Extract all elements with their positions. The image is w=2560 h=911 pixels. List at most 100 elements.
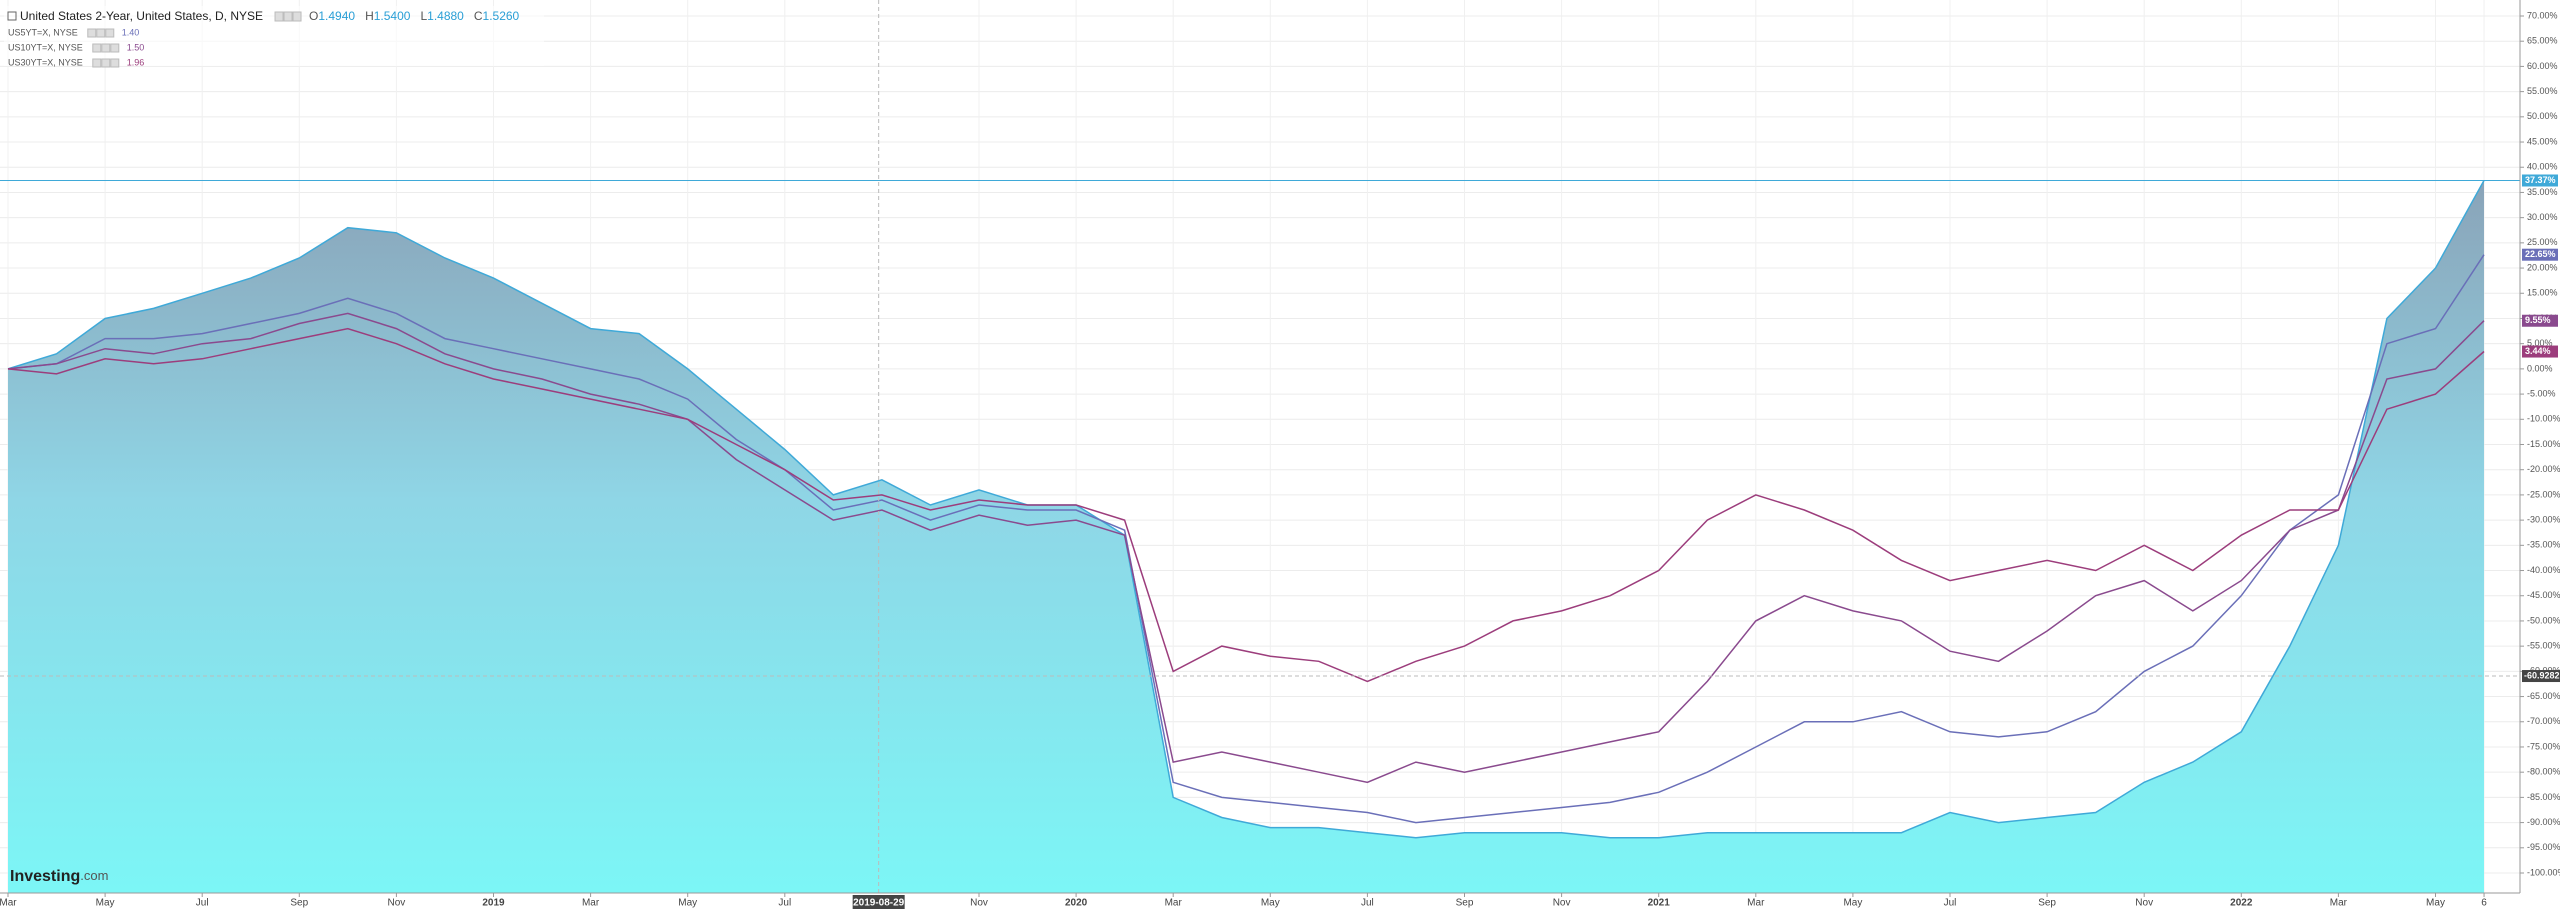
series-line — [7, 312, 2485, 784]
crosshair-y-label: -60.9282 — [2524, 670, 2560, 680]
ohlc-label: L — [420, 9, 427, 23]
logo-main: Investing — [10, 868, 80, 885]
y-tick-label: 55.00% — [2527, 86, 2558, 96]
y-tick-label: -70.00% — [2527, 716, 2560, 726]
y-tick-label: -25.00% — [2527, 489, 2560, 499]
x-tick-label: Sep — [1456, 898, 1474, 909]
ohlc-value: 1.4880 — [427, 9, 464, 23]
x-tick-label: May — [96, 898, 115, 909]
y-tick-label: -75.00% — [2527, 741, 2560, 751]
crosshair-x-box — [852, 895, 905, 909]
ohlc-text: C1.5260 — [474, 9, 520, 23]
x-tick-label: May — [1843, 898, 1862, 909]
y-tick-label: -15.00% — [2527, 439, 2560, 449]
y-tick-label: -50.00% — [2527, 615, 2560, 625]
x-tick-label: May — [678, 898, 697, 909]
legend-value: 1.50 — [127, 42, 145, 52]
end-label: 22.65% — [2525, 249, 2556, 259]
x-tick-label: 2022 — [2230, 898, 2253, 909]
x-tick-label: Mar — [0, 898, 17, 909]
y-tick-label: -45.00% — [2527, 590, 2560, 600]
legend-entry: US30YT=X, NYSE — [8, 57, 83, 67]
y-tick-label: -65.00% — [2527, 691, 2560, 701]
ohlc-value: 1.5260 — [483, 9, 520, 23]
x-tick-label: Jul — [778, 898, 791, 909]
x-tick-label: Nov — [2135, 898, 2153, 909]
y-tick-label: 60.00% — [2527, 61, 2558, 71]
legend-icon — [110, 43, 120, 53]
legend-icon — [96, 28, 106, 38]
legend-icon — [87, 28, 97, 38]
legend-icon — [105, 28, 115, 38]
series-line — [7, 180, 2485, 839]
y-tick-label: -90.00% — [2527, 817, 2560, 827]
legend-icon — [92, 43, 102, 53]
x-tick-label: Mar — [2330, 898, 2348, 909]
x-tick-label: 2019 — [482, 898, 505, 909]
x-tick-label: Nov — [970, 898, 988, 909]
y-tick-label: -30.00% — [2527, 514, 2560, 524]
legend-icon — [110, 58, 120, 68]
crosshair-y-box — [2522, 670, 2560, 683]
end-label: 9.55% — [2525, 315, 2551, 325]
ohlc-value: 1.5400 — [374, 9, 411, 23]
legend-icon — [101, 58, 111, 68]
ohlc-text: O1.4940 — [309, 9, 355, 23]
legend-icon — [283, 11, 293, 22]
y-tick-label: 40.00% — [2527, 162, 2558, 172]
legend-entry: US5YT=X, NYSE — [8, 27, 78, 37]
x-tick-label: Mar — [1747, 898, 1765, 909]
y-tick-label: 45.00% — [2527, 136, 2558, 146]
x-tick-label: Sep — [290, 898, 308, 909]
legend-title: United States 2-Year, United States, D, … — [20, 9, 263, 23]
x-tick-label: Sep — [2038, 898, 2056, 909]
collapse-icon — [7, 11, 17, 21]
y-tick-label: -95.00% — [2527, 842, 2560, 852]
y-tick-label: -80.00% — [2527, 767, 2560, 777]
x-tick-label: Jul — [1944, 898, 1957, 909]
y-tick-label: -100.00% — [2527, 867, 2560, 877]
y-tick-label: -35.00% — [2527, 540, 2560, 550]
y-tick-label: -85.00% — [2527, 792, 2560, 802]
logo: Investing.com — [10, 868, 108, 885]
y-tick-label: 0.00% — [2527, 363, 2553, 373]
x-tick-label: Nov — [388, 898, 406, 909]
series-line — [7, 327, 2485, 683]
x-tick-label: 6 — [2481, 898, 2487, 909]
end-label-box — [2522, 248, 2558, 261]
legend-icon — [274, 11, 284, 22]
series-line — [7, 254, 2485, 824]
y-tick-label: -10.00% — [2527, 414, 2560, 424]
ohlc-label: C — [474, 9, 483, 23]
area — [8, 180, 2484, 893]
y-tick-label: 65.00% — [2527, 36, 2558, 46]
x-tick-label: Mar — [582, 898, 600, 909]
y-tick-label: 70.00% — [2527, 10, 2558, 20]
end-label-box — [2522, 314, 2558, 327]
x-tick-label: May — [2426, 898, 2445, 909]
y-tick-label: -55.00% — [2527, 641, 2560, 651]
x-tick-label: 2020 — [1065, 898, 1088, 909]
y-tick-label: -20.00% — [2527, 464, 2560, 474]
ohlc-label: O — [309, 9, 318, 23]
legend-value: 1.40 — [122, 27, 140, 37]
x-tick-label: Jul — [196, 898, 209, 909]
legend-icon — [292, 11, 302, 22]
ohlc-value: 1.4940 — [318, 9, 355, 23]
legend-icon — [101, 43, 111, 53]
y-tick-label: 20.00% — [2527, 262, 2558, 272]
x-tick-label: Mar — [1165, 898, 1183, 909]
legend-icon — [92, 58, 102, 68]
crosshair-x-label: 2019-08-29 — [853, 898, 905, 909]
y-tick-label: 15.00% — [2527, 288, 2558, 298]
x-tick-label: May — [1261, 898, 1280, 909]
end-label-box — [2522, 174, 2558, 187]
ohlc-label: H — [365, 9, 374, 23]
ohlc-text: H1.5400 — [365, 9, 411, 23]
y-tick-label: 5.00% — [2527, 338, 2553, 348]
legend-value: 1.96 — [127, 57, 145, 67]
y-tick-label: 30.00% — [2527, 212, 2558, 222]
legend-entry: US10YT=X, NYSE — [8, 42, 83, 52]
end-label: 37.37% — [2525, 175, 2556, 185]
